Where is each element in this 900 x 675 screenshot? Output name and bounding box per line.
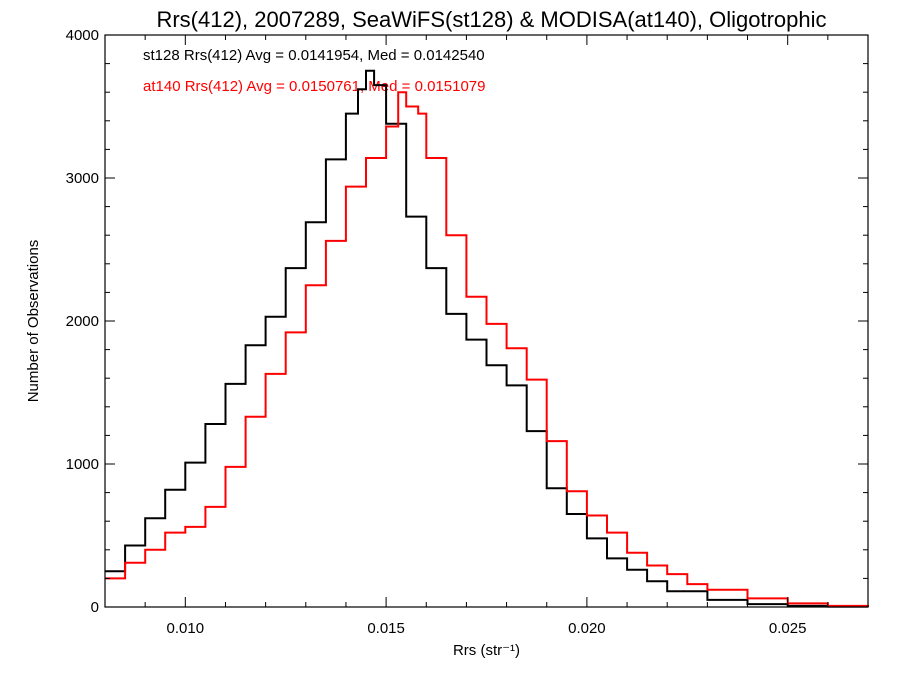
x-tick-label: 0.025 (769, 620, 807, 637)
x-tick-label: 0.020 (568, 620, 606, 637)
series-line-st128 (105, 69, 869, 608)
y-axis-label: Number of Observations (25, 240, 42, 403)
y-tick-label: 3000 (66, 170, 99, 187)
x-tick-label: 0.015 (367, 620, 405, 637)
legend-entry-at140: at140 Rrs(412) Avg = 0.0150761, Med = 0.… (143, 78, 485, 95)
x-tick-label: 0.010 (167, 620, 205, 637)
series-line-at140 (105, 91, 869, 607)
y-tick-label: 1000 (66, 456, 99, 473)
y-tick-label: 2000 (66, 313, 99, 330)
y-tick-label: 4000 (66, 27, 99, 44)
x-axis-label: Rrs (str⁻¹) (453, 642, 520, 659)
legend-entry-st128: st128 Rrs(412) Avg = 0.0141954, Med = 0.… (143, 47, 485, 64)
chart-title: Rrs(412), 2007289, SeaWiFS(st128) & MODI… (156, 7, 826, 32)
y-tick-label: 0 (91, 599, 99, 616)
